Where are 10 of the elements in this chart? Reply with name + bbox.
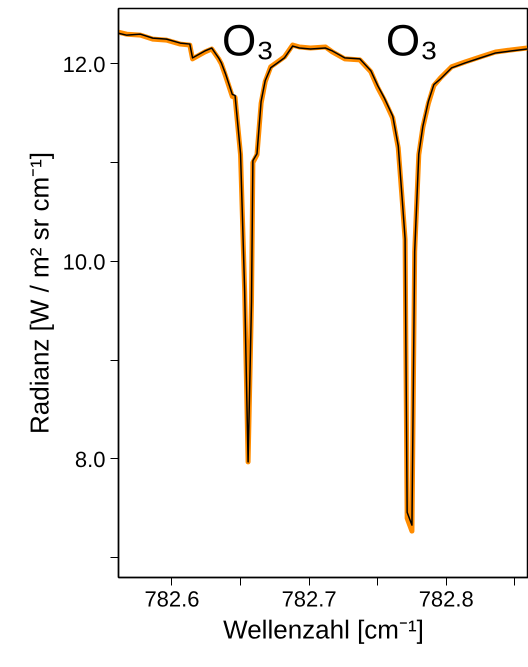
annotation: O₃ [222,16,274,66]
y-tick-label: 12.0 [62,52,106,77]
x-axis-title: Wellenzahl [cm⁻¹] [223,614,424,644]
annotation: O₃ [386,16,438,66]
x-tick-label: 782.6 [144,586,200,612]
y-tick-label: 8.0 [74,446,106,472]
y-tick-label: 10.0 [62,249,106,274]
x-tick-label: 782.7 [282,586,337,612]
x-tick-label: 782.8 [418,586,474,612]
y-axis-title: Radianz [W / m² sr cm⁻¹] [24,152,55,434]
